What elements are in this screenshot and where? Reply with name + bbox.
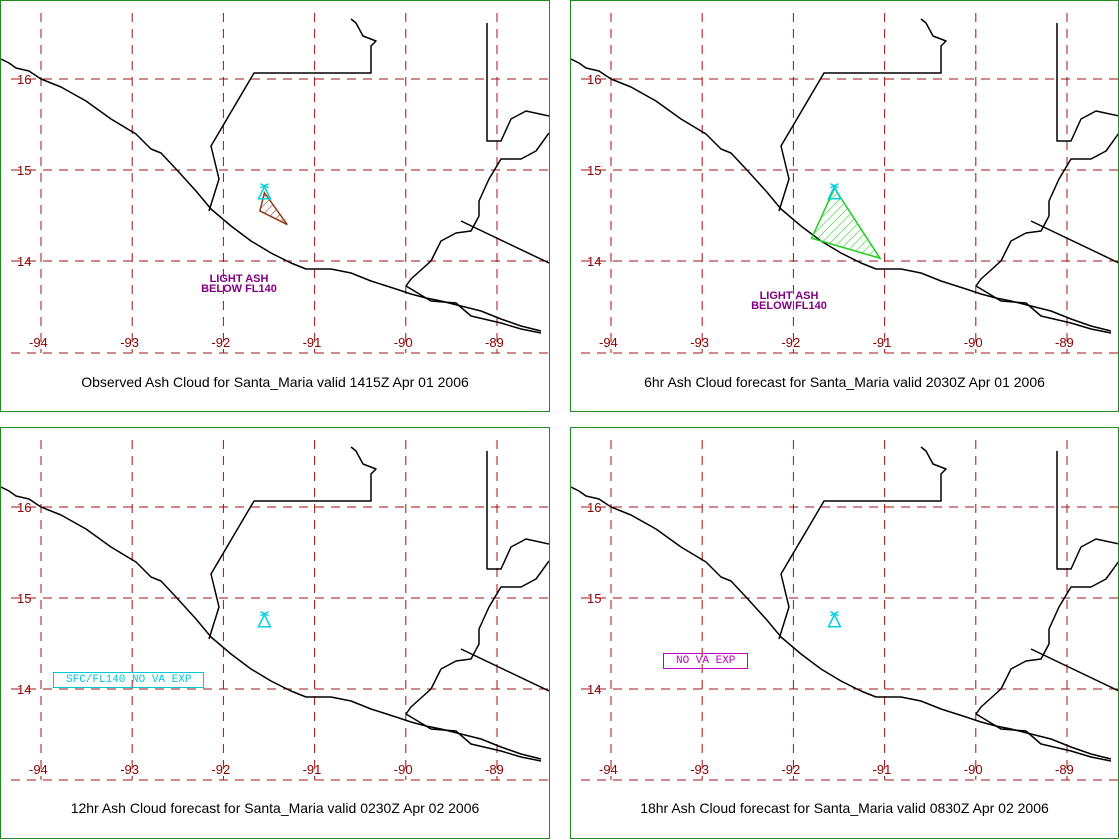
longitude-tick-label: -89 xyxy=(1055,335,1074,350)
longitude-tick-label: -94 xyxy=(29,762,48,777)
latitude-tick-label: 14 xyxy=(587,682,601,697)
map-panel-6hr-forecast: -94 -93 -92 -91 -90 -89 16 15 14 LIGHT ASH BELOW… xyxy=(570,0,1119,412)
coastline xyxy=(975,713,1112,762)
ash-cloud-polygon xyxy=(810,186,882,260)
ash-cloud-polygon xyxy=(259,190,288,226)
country-border xyxy=(460,220,549,264)
coastline xyxy=(1,486,542,760)
ash-label-line-1: LIGHT ASH xyxy=(759,290,819,302)
longitude-tick-label: -93 xyxy=(120,762,139,777)
ash-cloud-label: LIGHT ASH BELOW FL140 xyxy=(729,290,849,312)
longitude-tick-label: -90 xyxy=(964,762,983,777)
country-border xyxy=(1056,451,1118,570)
map-panel-18hr-forecast: -94 -93 -92 -91 -90 -89 16 15 14 NO VA EXP 18hr … xyxy=(570,427,1119,839)
longitude-tick-label: -93 xyxy=(690,762,709,777)
map-canvas: -94 -93 -92 -91 -90 -89 16 15 14 xyxy=(1,440,549,781)
longitude-tick-label: -91 xyxy=(303,335,322,350)
longitude-tick-label: -93 xyxy=(690,335,709,350)
country-border xyxy=(486,451,549,570)
panel-caption: 6hr Ash Cloud forecast for Santa_Maria v… xyxy=(644,374,1045,390)
longitude-tick-label: -94 xyxy=(599,335,618,350)
map-canvas: -94 -93 -92 -91 -90 -89 16 15 14 xyxy=(1,13,549,354)
longitude-tick-label: -92 xyxy=(211,762,230,777)
country-border xyxy=(1030,220,1118,264)
country-border xyxy=(405,132,549,287)
ash-label-line-2: BELOW FL140 xyxy=(751,300,827,312)
longitude-tick-label: -89 xyxy=(1055,762,1074,777)
volcano-icon xyxy=(827,183,842,200)
latitude-tick-label: 15 xyxy=(587,163,601,178)
country-border xyxy=(1030,648,1118,692)
latitude-tick-label: 15 xyxy=(17,591,31,606)
longitude-tick-label: -91 xyxy=(873,335,892,350)
coastline xyxy=(975,285,1112,334)
panel-caption: Observed Ash Cloud for Santa_Maria valid… xyxy=(81,374,469,390)
country-border xyxy=(486,23,549,142)
country-border xyxy=(778,18,947,212)
longitude-tick-label: -92 xyxy=(781,762,800,777)
volcano-icon xyxy=(257,611,272,628)
longitude-tick-label: -89 xyxy=(485,335,504,350)
longitude-tick-label: -90 xyxy=(394,762,413,777)
longitude-tick-label: -92 xyxy=(781,335,800,350)
longitude-tick-label: -92 xyxy=(211,335,230,350)
ash-label-line-2: BELOW FL140 xyxy=(201,283,277,295)
country-border xyxy=(208,446,377,640)
country-border xyxy=(208,18,377,212)
coastline xyxy=(571,486,1112,760)
longitude-tick-label: -90 xyxy=(394,335,413,350)
ash-label-line-1: LIGHT ASH xyxy=(209,273,269,285)
no-va-expected-box: NO VA EXP xyxy=(663,653,749,669)
ash-cloud-label: LIGHT ASH BELOW FL140 xyxy=(179,273,299,295)
longitude-tick-label: -90 xyxy=(964,335,983,350)
country-border xyxy=(975,133,1118,287)
latitude-tick-label: 14 xyxy=(17,682,31,697)
longitude-tick-label: -93 xyxy=(120,335,139,350)
country-border xyxy=(1056,23,1118,142)
longitude-tick-label: -91 xyxy=(303,762,322,777)
volcano-icon xyxy=(827,611,842,628)
map-panel-12hr-forecast: -94 -93 -92 -91 -90 -89 16 15 14 SFC/FL140 NO VA… xyxy=(0,427,550,839)
latitude-tick-label: 16 xyxy=(17,72,31,87)
map-canvas: -94 -93 -92 -91 -90 -89 16 15 14 xyxy=(571,13,1118,354)
map-canvas: -94 -93 -92 -91 -90 -89 16 15 14 xyxy=(571,440,1118,781)
no-va-expected-box: SFC/FL140 NO VA EXP xyxy=(53,672,205,688)
longitude-tick-label: -94 xyxy=(29,335,48,350)
panel-caption: 18hr Ash Cloud forecast for Santa_Maria … xyxy=(640,800,1049,816)
coastline xyxy=(1,58,542,332)
longitude-tick-label: -89 xyxy=(485,762,504,777)
country-border xyxy=(778,446,947,640)
panel-caption: 12hr Ash Cloud forecast for Santa_Maria … xyxy=(70,800,480,816)
volcano-icon xyxy=(257,183,272,200)
latitude-tick-label: 16 xyxy=(587,500,601,515)
longitude-tick-label: -91 xyxy=(873,762,892,777)
country-border xyxy=(975,561,1118,715)
coastline xyxy=(405,713,542,762)
latitude-tick-label: 15 xyxy=(587,591,601,606)
latitude-tick-label: 15 xyxy=(17,163,31,178)
coastline xyxy=(405,285,542,334)
latitude-tick-label: 16 xyxy=(17,500,31,515)
longitude-tick-label: -94 xyxy=(599,762,618,777)
latitude-tick-label: 14 xyxy=(587,254,601,269)
country-border xyxy=(460,648,549,692)
latitude-tick-label: 14 xyxy=(17,254,31,269)
latitude-tick-label: 16 xyxy=(587,72,601,87)
map-panel-observed: -94 -93 -92 -91 -90 -89 16 15 14 LIGHT ASH BELOW… xyxy=(0,0,550,412)
country-border xyxy=(405,560,549,715)
